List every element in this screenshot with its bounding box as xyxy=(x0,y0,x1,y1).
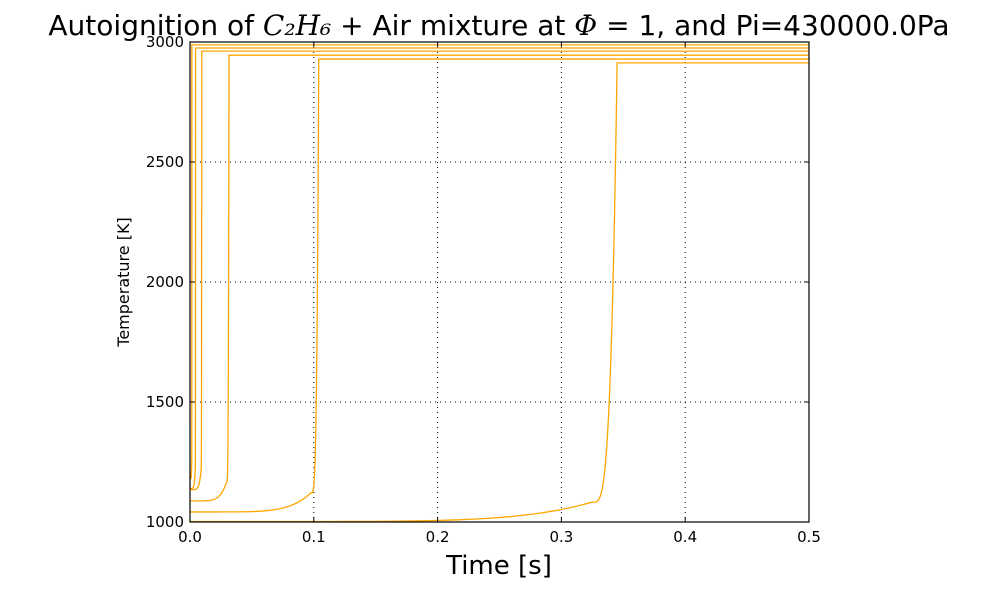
title-formula: C₂H₆ xyxy=(263,9,331,42)
y-tick-label: 2000 xyxy=(146,273,184,291)
y-tick-labels: 1000 1500 2000 2500 3000 xyxy=(146,33,184,531)
x-tick-label: 0.1 xyxy=(302,528,326,546)
y-axis-label: Temperature [K] xyxy=(114,217,133,347)
series-group xyxy=(190,44,809,523)
plot-frame xyxy=(189,41,810,523)
grid-lines xyxy=(190,42,809,522)
title-middle: + Air mixture at xyxy=(331,9,574,42)
temperature-trace-3 xyxy=(190,50,809,491)
tick-marks xyxy=(189,41,810,523)
temperature-trace-4 xyxy=(190,54,809,502)
temperature-trace-6 xyxy=(190,62,809,523)
temperature-trace-1 xyxy=(190,44,809,480)
temperature-trace-2 xyxy=(190,47,809,490)
title-prefix: Autoignition of xyxy=(48,9,263,42)
x-tick-label: 0.0 xyxy=(178,528,202,546)
x-tick-label: 0.5 xyxy=(797,528,821,546)
y-tick-label: 1500 xyxy=(146,393,184,411)
x-axis-label: Time [s] xyxy=(445,551,552,581)
y-tick-label: 1000 xyxy=(146,513,184,531)
x-tick-label: 0.3 xyxy=(549,528,573,546)
x-tick-label: 0.2 xyxy=(426,528,450,546)
title-phi: Φ xyxy=(574,9,597,42)
title-suffix: = 1, and Pi=430000.0Pa xyxy=(597,9,949,42)
x-tick-labels: 0.0 0.1 0.2 0.3 0.4 0.5 xyxy=(178,528,821,546)
chart-title: Autoignition of C₂H₆ + Air mixture at Φ … xyxy=(48,9,949,42)
x-tick-label: 0.4 xyxy=(673,528,697,546)
y-tick-label: 3000 xyxy=(146,33,184,51)
y-tick-label: 2500 xyxy=(146,153,184,171)
temperature-trace-5 xyxy=(190,58,809,513)
